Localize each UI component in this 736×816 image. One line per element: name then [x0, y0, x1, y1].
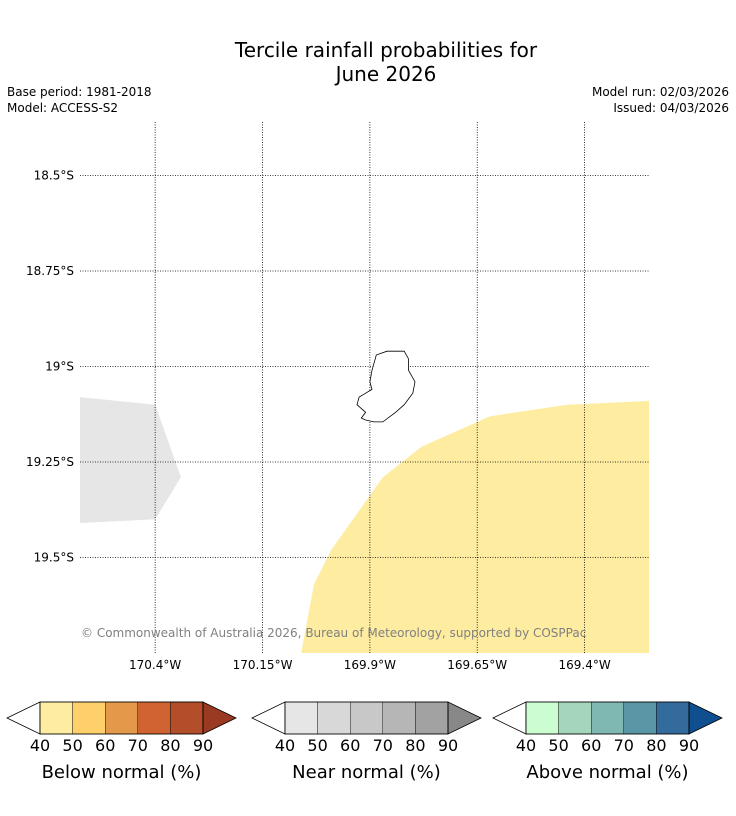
colorbar-segment [558, 701, 592, 735]
colorbars: 40 50 60 70 80 90 Below normal (%) 40 50 60 70 80 90… [6, 701, 723, 783]
colorbar-tick-label: 40 [275, 736, 295, 755]
colorbar-segment [656, 701, 690, 735]
latitude-tick-label: 18.75°S [26, 264, 74, 278]
colorbar-tick-label: 50 [62, 736, 82, 755]
meta-left: Base period: 1981-2018 Model: ACCESS-S2 [7, 84, 152, 116]
colorbar-tick-label: 90 [193, 736, 213, 755]
longitude-tick-label: 169.65°W [447, 658, 507, 672]
model-run: Model run: 02/03/2026 [591, 85, 729, 99]
colorbar-segment [104, 701, 138, 735]
colorbar-under-arrow [492, 701, 527, 735]
map-axes: 170.4°W 170.15°W 169.9°W 169.65°W 169.4°W 18.… [26, 122, 649, 672]
colorbar-tick-label: 80 [160, 736, 180, 755]
longitude-tick-label: 170.15°W [233, 658, 293, 672]
colorbar-segment [382, 701, 416, 735]
colorbar-segment [623, 701, 657, 735]
colorbar-over-arrow [447, 701, 482, 735]
colorbar-tick-label: 70 [373, 736, 393, 755]
map-title: Tercile rainfall probabilities for June … [0, 38, 736, 86]
longitude-tick-label: 169.9°W [344, 658, 396, 672]
meta-right: Model run: 02/03/2026 Issued: 04/03/2026 [592, 84, 729, 116]
colorbar-tick-label: 50 [307, 736, 327, 755]
below-normal-region [301, 400, 649, 653]
latitude-tick-label: 19.25°S [26, 455, 74, 469]
colorbar-segment [170, 701, 204, 735]
map-area [80, 397, 649, 653]
colorbar-tick-label: 40 [516, 736, 536, 755]
colorbar-near-normal: 40 50 60 70 80 90 Near normal (%) [251, 701, 482, 783]
colorbar-tick-label: 70 [128, 736, 148, 755]
colorbar-tick-label: 60 [581, 736, 601, 755]
colorbar-segment [525, 701, 559, 735]
latitude-tick-label: 18.5°S [34, 168, 74, 182]
colorbar-segment [284, 701, 318, 735]
near-normal-region [80, 397, 181, 524]
issued-date: Issued: 04/03/2026 [613, 101, 729, 115]
colorbar-tick-label: 80 [646, 736, 666, 755]
longitude-tick-label: 169.4°W [558, 658, 610, 672]
colorbar-segment [39, 701, 73, 735]
colorbar-segment [591, 701, 625, 735]
colorbar-under-arrow [6, 701, 41, 735]
map-title-line-2: June 2026 [335, 62, 437, 86]
colorbar-tick-label: 80 [405, 736, 425, 755]
colorbar-tick-label: 90 [679, 736, 699, 755]
colorbar-title: Below normal (%) [42, 762, 202, 783]
colorbar-segment [317, 701, 351, 735]
colorbar-over-arrow [688, 701, 723, 735]
colorbar-segment [350, 701, 384, 735]
latitude-tick-label: 19.5°S [34, 550, 74, 564]
latitude-tick-label: 19°S [45, 359, 74, 373]
colorbar-tick-label: 60 [95, 736, 115, 755]
base-period: Base period: 1981-2018 [7, 85, 152, 99]
colorbar-tick-label: 40 [30, 736, 50, 755]
colorbar-tick-label: 90 [438, 736, 458, 755]
colorbar-under-arrow [251, 701, 286, 735]
copyright-notice: © Commonwealth of Australia 2026, Bureau… [81, 626, 586, 640]
model-name: Model: ACCESS-S2 [7, 101, 119, 115]
island-outline [356, 350, 416, 423]
colorbar-segment [415, 701, 449, 735]
longitude-tick-label: 170.4°W [129, 658, 181, 672]
colorbar-below-normal: 40 50 60 70 80 90 Below normal (%) [6, 701, 237, 783]
colorbar-title: Above normal (%) [526, 762, 688, 783]
colorbar-tick-label: 70 [614, 736, 634, 755]
colorbar-above-normal: 40 50 60 70 80 90 Above normal (%) [492, 701, 723, 783]
colorbar-segment [137, 701, 171, 735]
colorbar-segment [72, 701, 106, 735]
colorbar-tick-label: 60 [340, 736, 360, 755]
colorbar-tick-label: 50 [548, 736, 568, 755]
colorbar-over-arrow [202, 701, 237, 735]
colorbar-title: Near normal (%) [292, 762, 441, 783]
map-title-line-1: Tercile rainfall probabilities for [234, 38, 538, 62]
